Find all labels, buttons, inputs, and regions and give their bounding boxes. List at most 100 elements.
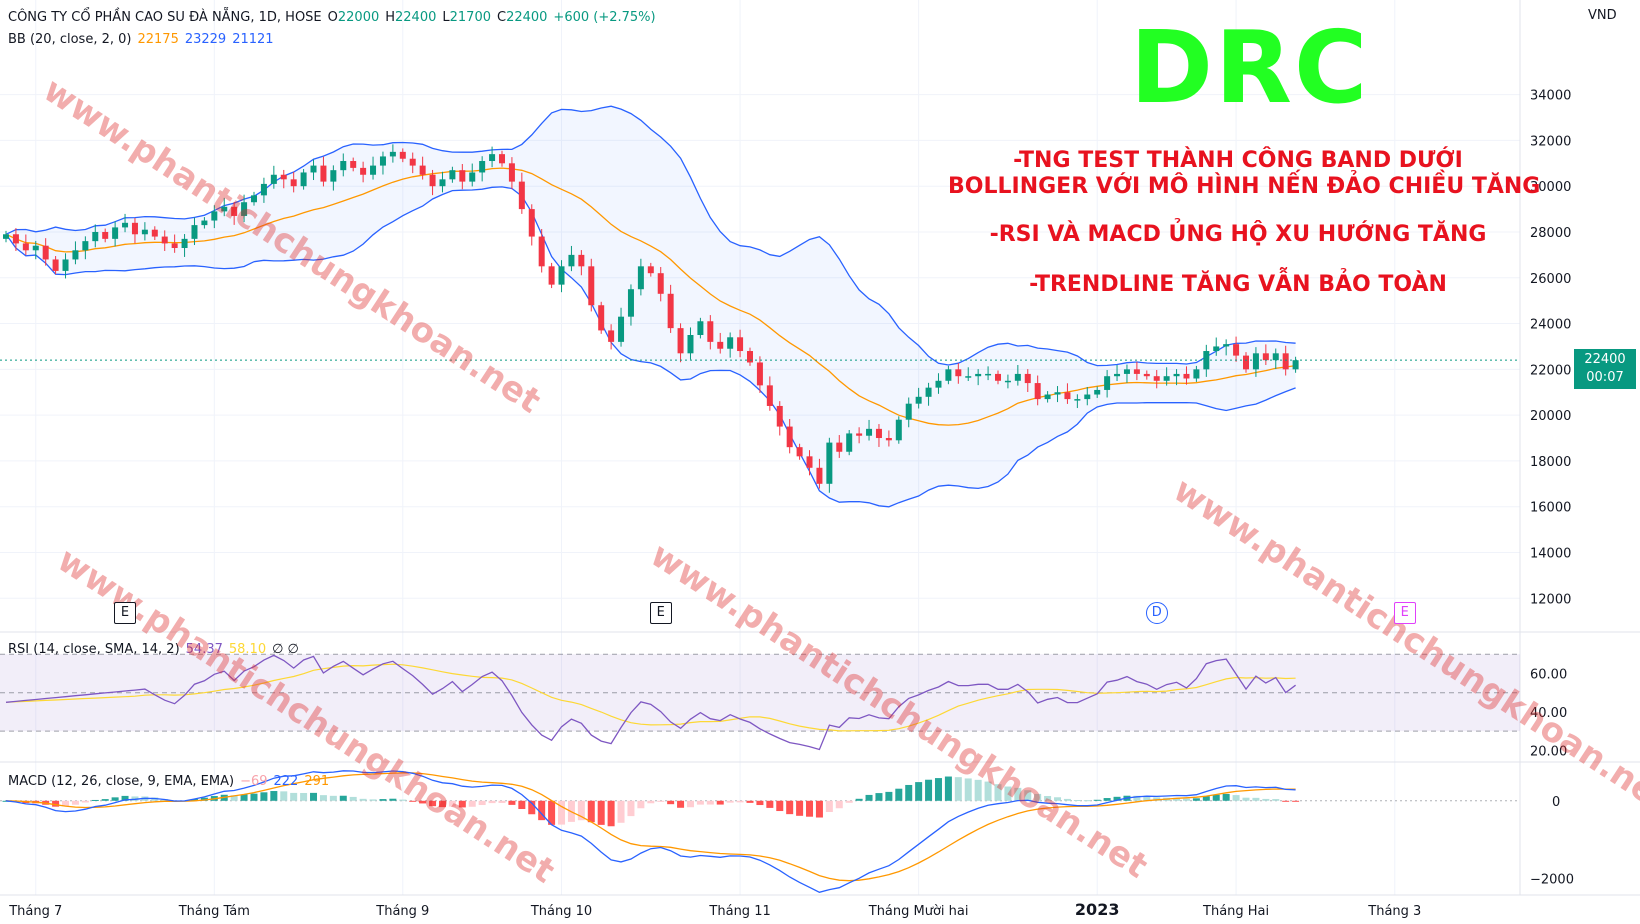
candle-body xyxy=(618,316,625,342)
macd-hist-bar xyxy=(994,784,1002,801)
macd-hist-bar xyxy=(131,796,139,801)
candle-body xyxy=(1094,389,1101,395)
candle-body xyxy=(191,225,198,239)
candle-body xyxy=(1014,373,1021,381)
candle-body xyxy=(717,341,724,349)
candle-body xyxy=(518,181,525,210)
macd-hist-bar xyxy=(657,800,665,802)
candle-body xyxy=(389,151,396,157)
rsi-label: RSI (14, close, SMA, 14, 2) xyxy=(8,642,180,657)
candle-body xyxy=(1143,373,1150,377)
candle-body xyxy=(687,335,694,354)
macd-hist-bar xyxy=(1093,799,1101,801)
candle-body xyxy=(875,428,882,439)
macd-hist-bar xyxy=(627,800,635,817)
price-tick-label: 32000 xyxy=(1530,134,1571,149)
candle-body xyxy=(201,220,208,226)
macd-hist-bar xyxy=(915,782,923,801)
time-tick-label: 2023 xyxy=(1075,900,1120,919)
candle-body xyxy=(528,209,535,237)
macd-hist-bar xyxy=(1173,797,1181,801)
macd-hist-bar xyxy=(518,800,526,809)
macd-hist-bar xyxy=(865,794,873,801)
macd-legend[interactable]: MACD (12, 26, close, 9, EMA, EMA) −69 222 2… xyxy=(8,774,335,789)
candle-body xyxy=(429,174,436,187)
symbol-legend: CÔNG TY CỔ PHẦN CAO SU ĐÀ NẴNG, 1D, HOSE… xyxy=(8,10,662,25)
macd-hist-bar xyxy=(1034,793,1042,801)
macd-hist-bar xyxy=(339,795,347,801)
rsi-line xyxy=(5,654,1296,751)
candle-body xyxy=(816,467,823,484)
macd-hist-bar xyxy=(458,800,466,808)
earnings-event-marker[interactable]: D xyxy=(1145,602,1168,624)
macd-hist-bar xyxy=(845,800,853,803)
candle-body xyxy=(320,165,327,182)
time-tick-label: Tháng Hai xyxy=(1202,904,1269,919)
candle-body xyxy=(439,179,446,187)
candle-body xyxy=(756,362,763,386)
earnings-event-marker[interactable]: E xyxy=(114,602,137,624)
candle-body xyxy=(379,156,386,166)
candles xyxy=(0,144,1520,493)
price-tick-label: 28000 xyxy=(1530,226,1571,241)
rsi-tick-label: 20.00 xyxy=(1530,744,1567,759)
macd-hist-bar xyxy=(726,800,734,803)
macd-hist-bar xyxy=(905,784,913,801)
macd-hist-bar xyxy=(1262,798,1270,801)
candle-body xyxy=(370,165,377,175)
candle-body xyxy=(151,229,158,237)
candle-body xyxy=(598,305,605,331)
macd-hist-bar xyxy=(984,781,992,801)
candle-body xyxy=(1272,353,1279,361)
macd-hist-bar xyxy=(1153,797,1161,801)
macd-hist-bar xyxy=(1143,796,1151,801)
price-tick-label: 34000 xyxy=(1530,89,1571,104)
time-tick-label: Tháng 9 xyxy=(375,904,429,919)
macd-hist-bar xyxy=(200,797,208,801)
bb-upper-value: 23229 xyxy=(184,32,227,47)
candle-body xyxy=(935,380,942,388)
macd-hist-bar xyxy=(359,798,367,801)
candle-body xyxy=(469,172,476,182)
candle-body xyxy=(995,373,1001,381)
candle-body xyxy=(657,273,664,294)
price-tick-label: 14000 xyxy=(1530,546,1571,561)
rsi-tick-label: 60.00 xyxy=(1530,667,1567,682)
candle-body xyxy=(52,259,59,271)
candle-body xyxy=(241,202,248,216)
macd-hist-bar xyxy=(1054,797,1062,801)
time-tick-label: Tháng 10 xyxy=(530,904,592,919)
high-label: H xyxy=(385,10,396,25)
candle-body xyxy=(22,243,29,251)
candle-body xyxy=(459,170,466,182)
macd-hist-bar xyxy=(746,800,754,803)
time-tick-label: Tháng Mười hai xyxy=(868,904,969,919)
macd-hist-bar xyxy=(835,800,843,809)
candle-body xyxy=(260,183,267,196)
candle-body xyxy=(1024,373,1031,384)
candle-body xyxy=(12,234,19,244)
macd-hist-bar xyxy=(716,800,724,805)
candle-body xyxy=(161,236,168,244)
macd-hist-bar xyxy=(1133,795,1141,801)
macd-hist-bar xyxy=(1044,796,1052,801)
candle-body xyxy=(1104,376,1111,390)
macd-hist-bar xyxy=(597,800,605,825)
bb-legend[interactable]: BB (20, close, 2, 0) 22175 23229 21121 xyxy=(8,32,280,47)
candle-body xyxy=(181,238,188,249)
earnings-event-marker[interactable]: E xyxy=(649,602,672,624)
candle-body xyxy=(747,351,753,363)
earnings-event-marker[interactable]: E xyxy=(1393,602,1416,624)
macd-hist-bar xyxy=(310,792,318,801)
bollinger-bands xyxy=(5,105,1296,508)
macd-hist-bar xyxy=(111,797,119,801)
rsi-tick-label: 40.00 xyxy=(1530,706,1567,721)
macd-signal-line xyxy=(5,772,1296,882)
candle-body xyxy=(1262,353,1269,361)
close-label: C xyxy=(496,10,507,25)
candle-body xyxy=(141,229,148,235)
macd-hist-bar xyxy=(1004,786,1012,801)
price-tick-label: 30000 xyxy=(1530,180,1571,195)
rsi-legend[interactable]: RSI (14, close, SMA, 14, 2) 54.37 58.10 ∅ ∅ xyxy=(8,642,305,657)
